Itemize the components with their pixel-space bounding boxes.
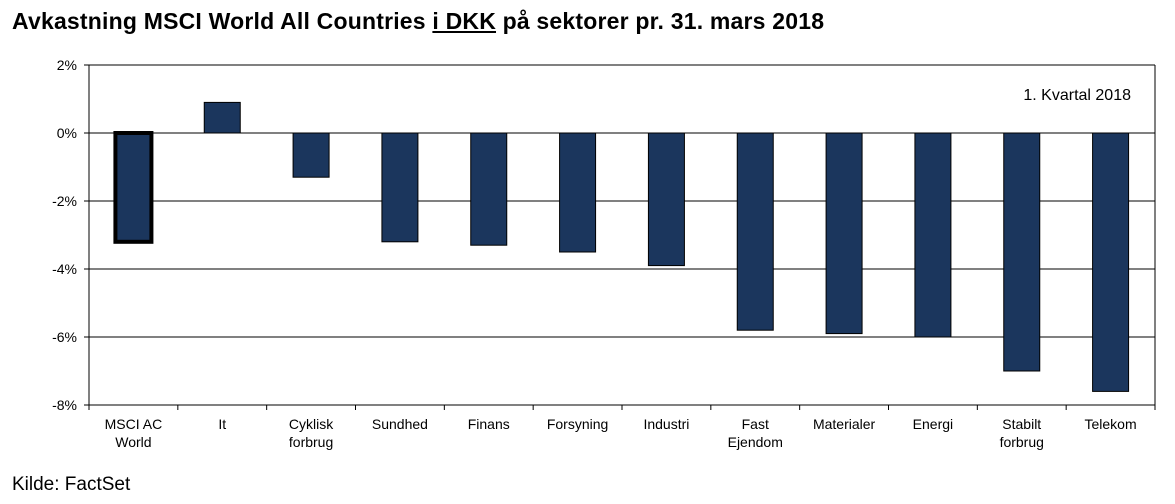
category-label: It — [218, 416, 226, 432]
category-label-line: Telekom — [1085, 416, 1137, 432]
category-label: Fast Ejendom — [728, 416, 783, 450]
chart-title-underlined: i DKK — [432, 8, 497, 34]
bar — [559, 132, 597, 253]
category-label-line: Sundhed — [372, 416, 428, 432]
category-label-line: Materialer — [813, 416, 876, 432]
y-tick-label: -6% — [52, 329, 77, 345]
bar — [1003, 132, 1041, 372]
bar — [203, 101, 241, 134]
category-label: Industri — [643, 416, 689, 432]
category-label-line: Fast — [742, 416, 769, 432]
chart-title-suffix: på sektorer pr. 31. mars 2018 — [496, 8, 825, 34]
category-label: Energi — [913, 416, 953, 432]
bar — [292, 132, 330, 178]
category-label: Forsyning — [547, 416, 608, 432]
category-label-line: It — [218, 416, 226, 432]
labels: 2% 0% -2% -4% -6% -8% MSCI AC World It Cyklisk for… — [52, 57, 1137, 450]
bar — [647, 132, 685, 267]
bar — [1092, 132, 1130, 392]
bar — [825, 132, 863, 335]
category-label: MSCI AC World — [105, 416, 163, 450]
y-tick-label: -4% — [52, 261, 77, 277]
category-label-line: Stabilt — [1002, 416, 1041, 432]
chart-title-prefix: Avkastning MSCI World All Countries — [12, 8, 433, 34]
grid-lines — [89, 64, 1155, 406]
category-label-line: World — [115, 434, 151, 450]
category-label-line: Cyklisk — [289, 416, 334, 432]
category-label-line: Energi — [913, 416, 953, 432]
bar — [381, 132, 419, 243]
bar — [736, 132, 774, 331]
category-label: Sundhed — [372, 416, 428, 432]
category-label-line: Industri — [643, 416, 689, 432]
category-label-line: Ejendom — [728, 434, 783, 450]
bar — [470, 132, 508, 246]
bar — [113, 131, 154, 244]
bar — [914, 132, 952, 338]
category-label-line: Forsyning — [547, 416, 608, 432]
category-label: Finans — [468, 416, 510, 432]
category-label: Stabilt forbrug — [1000, 416, 1044, 450]
y-tick-label: -8% — [52, 397, 77, 413]
category-label: Cyklisk forbrug — [289, 416, 334, 450]
y-tick-label: 0% — [57, 125, 77, 141]
category-label-line: forbrug — [289, 434, 333, 450]
category-label-line: MSCI AC — [105, 416, 163, 432]
y-tick-label: -2% — [52, 193, 77, 209]
category-label-line: forbrug — [1000, 434, 1044, 450]
y-tick-label: 2% — [57, 57, 77, 73]
category-label: Materialer — [813, 416, 876, 432]
category-label: Telekom — [1085, 416, 1137, 432]
axes — [84, 64, 1156, 410]
bars — [113, 101, 1130, 392]
category-label-line: Finans — [468, 416, 510, 432]
source-note: Kilde: FactSet — [12, 474, 131, 495]
chart-title: Avkastning MSCI World All Countries i DK… — [12, 8, 824, 35]
chart-annotation: 1. Kvartal 2018 — [1023, 87, 1131, 104]
